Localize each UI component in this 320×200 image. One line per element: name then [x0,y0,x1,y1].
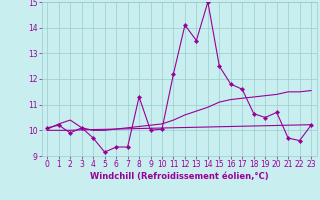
X-axis label: Windchill (Refroidissement éolien,°C): Windchill (Refroidissement éolien,°C) [90,172,268,181]
